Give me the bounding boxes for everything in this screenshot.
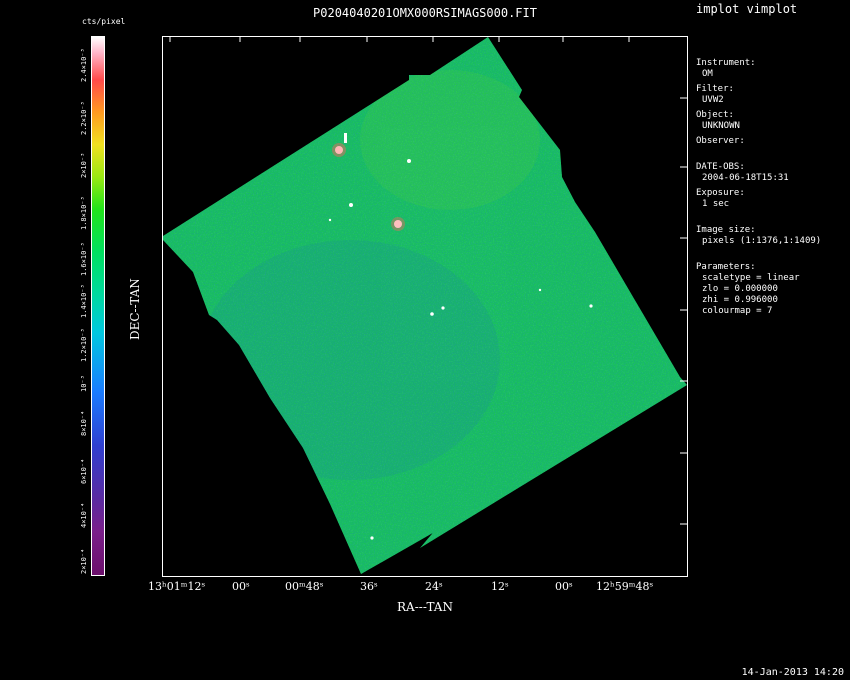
parameters-label: Parameters: bbox=[696, 262, 756, 272]
filter-label: Filter: bbox=[696, 84, 734, 94]
scaletype-value: scaletype = linear bbox=[702, 273, 800, 283]
plot-frame bbox=[162, 36, 688, 577]
colourmap-value: colourmap = 7 bbox=[702, 306, 773, 316]
timestamp: 14-Jan-2013 14:20 bbox=[741, 667, 844, 678]
ra-tick: 24ˢ bbox=[425, 580, 443, 593]
object-label: Object: bbox=[696, 110, 734, 120]
ra-tick: 12ʰ59ᵐ48ˢ bbox=[596, 580, 654, 593]
zhi-value: zhi = 0.996000 bbox=[702, 295, 778, 305]
exposure-value: 1 sec bbox=[702, 199, 730, 209]
observer-label: Observer: bbox=[696, 136, 745, 146]
date-label: DATE-OBS: bbox=[696, 162, 745, 172]
ra-tick: 13ʰ01ᵐ12ˢ bbox=[148, 580, 206, 593]
colorbar bbox=[91, 36, 105, 576]
instrument-value: OM bbox=[702, 69, 713, 79]
image-size-value: pixels (1:1376,1:1409) bbox=[702, 236, 822, 246]
ra-tick: 00ˢ bbox=[232, 580, 250, 593]
program-name: implot vimplot bbox=[696, 2, 798, 16]
zlo-value: zlo = 0.000000 bbox=[702, 284, 778, 294]
image-size-label: Image size: bbox=[696, 225, 756, 235]
object-value: UNKNOWN bbox=[702, 121, 740, 131]
colorbar-unit: cts/pixel bbox=[82, 17, 126, 26]
ra-tick: 12ˢ bbox=[491, 580, 509, 593]
instrument-label: Instrument: bbox=[696, 58, 756, 68]
info-panel: Instrument: OM Filter: UVW2 Object: UNKN… bbox=[696, 58, 821, 317]
top-axis-ticks bbox=[169, 36, 630, 42]
date-value: 2004-06-18T15:31 bbox=[702, 173, 789, 183]
filter-value: UVW2 bbox=[702, 95, 724, 105]
ra-axis-label: RA---TAN bbox=[397, 600, 453, 614]
ra-tick: 00ˢ bbox=[555, 580, 573, 593]
ra-tick: 00ᵐ48ˢ bbox=[285, 580, 324, 593]
ra-tick: 36ˢ bbox=[360, 580, 378, 593]
right-axis-ticks bbox=[680, 97, 687, 525]
stars bbox=[328, 133, 593, 540]
exposure-label: Exposure: bbox=[696, 188, 745, 198]
plot-title: P0204040201OMX000RSIMAGS000.FIT bbox=[313, 6, 537, 20]
